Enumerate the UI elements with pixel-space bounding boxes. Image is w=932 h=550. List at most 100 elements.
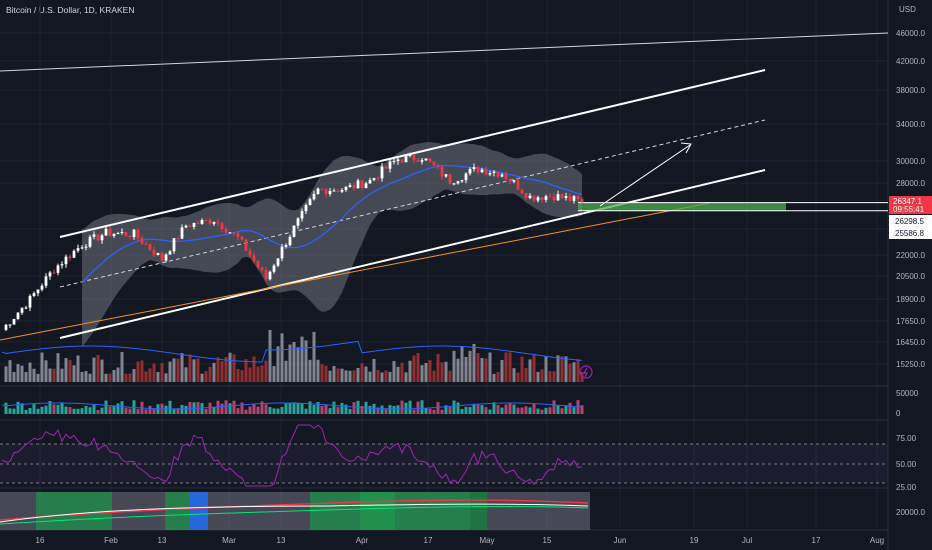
volume-bar <box>372 358 376 382</box>
lower-pane-zone <box>190 492 208 530</box>
oscillator-bar <box>244 409 248 414</box>
volume-bar <box>308 359 312 382</box>
candle-body <box>568 196 572 201</box>
candle-body <box>484 169 488 175</box>
oscillator-bar <box>84 406 88 414</box>
candle-body <box>164 254 168 261</box>
volume-bar <box>76 355 80 382</box>
oscillator-bar <box>260 401 264 414</box>
oscillator-bar <box>312 404 316 414</box>
candle-body <box>448 174 452 184</box>
candle-body <box>136 229 140 239</box>
volume-bar <box>428 360 432 382</box>
candle-body <box>100 235 104 241</box>
oscillator-bar <box>176 408 180 414</box>
candle-body <box>504 174 508 179</box>
price-tick-label: 17650.0 <box>896 317 925 326</box>
volume-bar <box>384 370 388 382</box>
volume-bar <box>548 371 552 382</box>
support-upper-tag <box>889 215 932 227</box>
time-tick-label: 19 <box>690 536 699 545</box>
oscillator-bar <box>108 406 112 414</box>
oscillator-line <box>1 402 583 410</box>
volume-bar <box>488 352 492 382</box>
volume-bar <box>64 358 68 382</box>
currency-label: USD <box>899 5 916 14</box>
oscillator-bar <box>236 408 240 414</box>
orange-trendline <box>0 202 711 341</box>
oscillator-bar <box>416 401 420 414</box>
candle-body <box>572 196 576 201</box>
candle-body <box>520 189 524 194</box>
candle-body <box>516 180 520 190</box>
volume-bar <box>364 366 368 382</box>
volume-bar <box>80 371 84 382</box>
volume-bar <box>284 360 288 382</box>
candle-body <box>344 186 348 190</box>
candles <box>4 152 584 332</box>
oscillator-bar <box>12 408 16 414</box>
candle-body <box>196 223 200 225</box>
oscillator-bar <box>460 409 464 414</box>
volume-bar <box>40 352 44 382</box>
volume-bar <box>248 367 252 382</box>
candle-body <box>552 196 556 201</box>
volume-bar <box>96 354 100 382</box>
candle-body <box>12 319 16 325</box>
volume-bar <box>68 360 72 382</box>
candle-body <box>404 156 408 163</box>
lower-pane-zone <box>360 492 395 530</box>
candle-body <box>140 238 144 244</box>
candle-body <box>252 255 256 261</box>
oscillator-bar <box>284 403 288 414</box>
oscillator-bar <box>468 407 472 414</box>
volume-bar <box>424 362 428 382</box>
oscillator-bar <box>116 403 120 414</box>
oscillator-bar <box>184 405 188 414</box>
oscillator-bar <box>92 404 96 414</box>
candle-body <box>104 228 108 236</box>
volume-bar <box>420 365 424 382</box>
volume-bar <box>8 360 12 382</box>
volume-bar <box>200 373 204 382</box>
oscillator-bar <box>124 407 128 414</box>
candle-body <box>172 238 176 252</box>
oscillator-bar <box>280 407 284 414</box>
oscillator-bar <box>452 400 456 414</box>
price-tick-label: 42000.0 <box>896 57 925 66</box>
oscillator-bar <box>52 404 56 414</box>
candle-body <box>456 181 460 184</box>
last-price-countdown: 09:55:41 <box>893 205 925 214</box>
candle-body <box>216 222 220 224</box>
oscillator-bar <box>112 405 116 414</box>
volume-bar <box>44 360 48 382</box>
lower-tick-label: 20000.0 <box>896 508 925 517</box>
volume-bar <box>172 358 176 382</box>
candle-body <box>232 232 236 234</box>
oscillator-bar <box>144 409 148 414</box>
candle-body <box>432 161 436 166</box>
candle-body <box>44 276 48 286</box>
volume-bar <box>516 372 520 382</box>
volume-bar <box>112 369 116 382</box>
support-lower-tag <box>889 227 932 239</box>
candle-body <box>376 178 380 180</box>
oscillator-bar <box>16 401 20 414</box>
volume-bar <box>460 346 464 382</box>
volume-bar <box>300 336 304 382</box>
long-trendline <box>0 32 889 72</box>
volume-bar <box>348 370 352 382</box>
oscillator-bar <box>424 408 428 414</box>
oscillator-bar <box>372 403 376 414</box>
oscillator-bar <box>368 405 372 414</box>
candle-body <box>472 167 476 169</box>
candle-body <box>32 293 36 296</box>
bollinger-band <box>82 142 582 348</box>
oscillator-bar <box>316 402 320 414</box>
candle-body <box>208 220 212 224</box>
volume-bar <box>20 365 24 382</box>
oscillator-bar <box>448 407 452 414</box>
candle-body <box>112 234 116 236</box>
